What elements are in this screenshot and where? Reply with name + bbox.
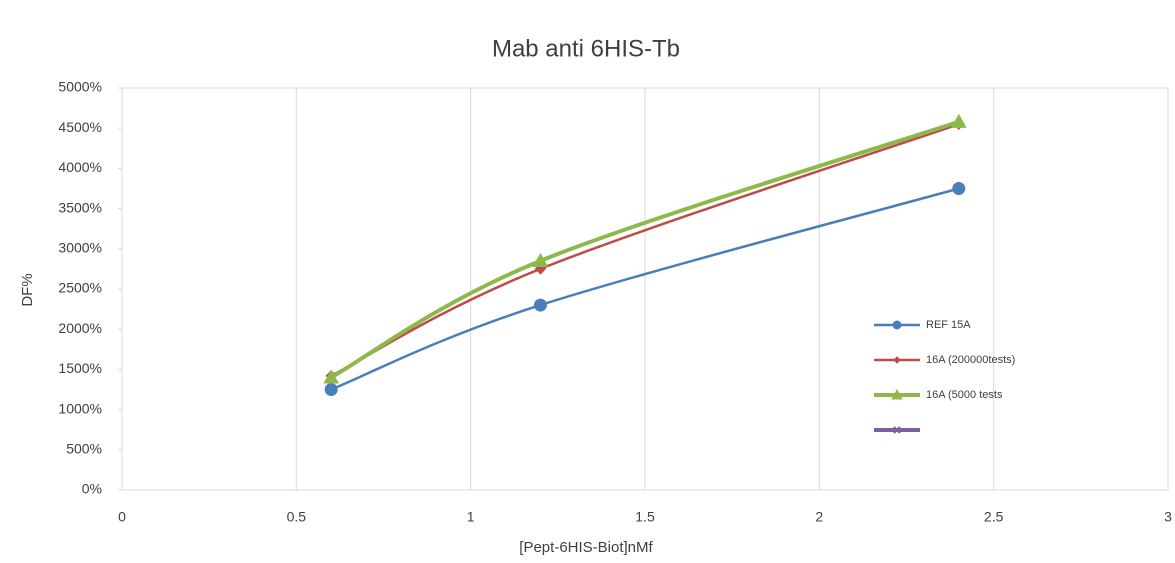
- marker: [950, 113, 967, 128]
- x-tick-label: 3: [1164, 509, 1172, 525]
- marker: [324, 383, 338, 396]
- y-tick-label: 4000%: [58, 159, 102, 175]
- marker: [891, 388, 903, 400]
- y-tick-label: 1000%: [58, 400, 102, 416]
- plot-border: [121, 87, 1169, 491]
- y-tick-label: 4500%: [58, 119, 102, 135]
- y-tick-label: 3000%: [58, 240, 102, 256]
- y-tick-label: 0%: [82, 481, 102, 497]
- marker: [892, 320, 902, 330]
- marker: [952, 182, 966, 195]
- x-axis-label: [Pept-6HIS-Biot]nMf: [519, 539, 653, 556]
- marker: [893, 426, 901, 434]
- y-axis-label: DF%: [19, 273, 36, 306]
- y-tick-label: 2000%: [58, 320, 102, 336]
- series-line: [330, 119, 960, 380]
- marker: [323, 369, 340, 384]
- x-tick-label: 1: [467, 509, 475, 525]
- x-tick-label: 2.5: [984, 509, 1004, 525]
- chart-title: Mab anti 6HIS-Tb: [492, 35, 680, 62]
- marker: [532, 252, 549, 267]
- y-tick-label: 5000%: [58, 79, 102, 95]
- series-line: [330, 187, 960, 391]
- marker: [893, 356, 901, 364]
- legend-label: 16A (200000tests): [926, 354, 1015, 366]
- legend-label: REF 15A: [926, 319, 971, 331]
- y-tick-label: 2500%: [58, 280, 102, 296]
- y-tick-label: 1500%: [58, 360, 102, 376]
- marker: [533, 298, 547, 312]
- x-tick-label: 0.5: [287, 509, 307, 525]
- y-tick-label: 500%: [66, 441, 102, 457]
- x-tick-label: 0: [118, 509, 126, 525]
- y-tick-label: 3500%: [58, 199, 102, 215]
- legend-label: 16A (5000 tests: [926, 389, 1003, 401]
- x-tick-label: 1.5: [635, 509, 655, 525]
- x-tick-label: 2: [815, 509, 823, 525]
